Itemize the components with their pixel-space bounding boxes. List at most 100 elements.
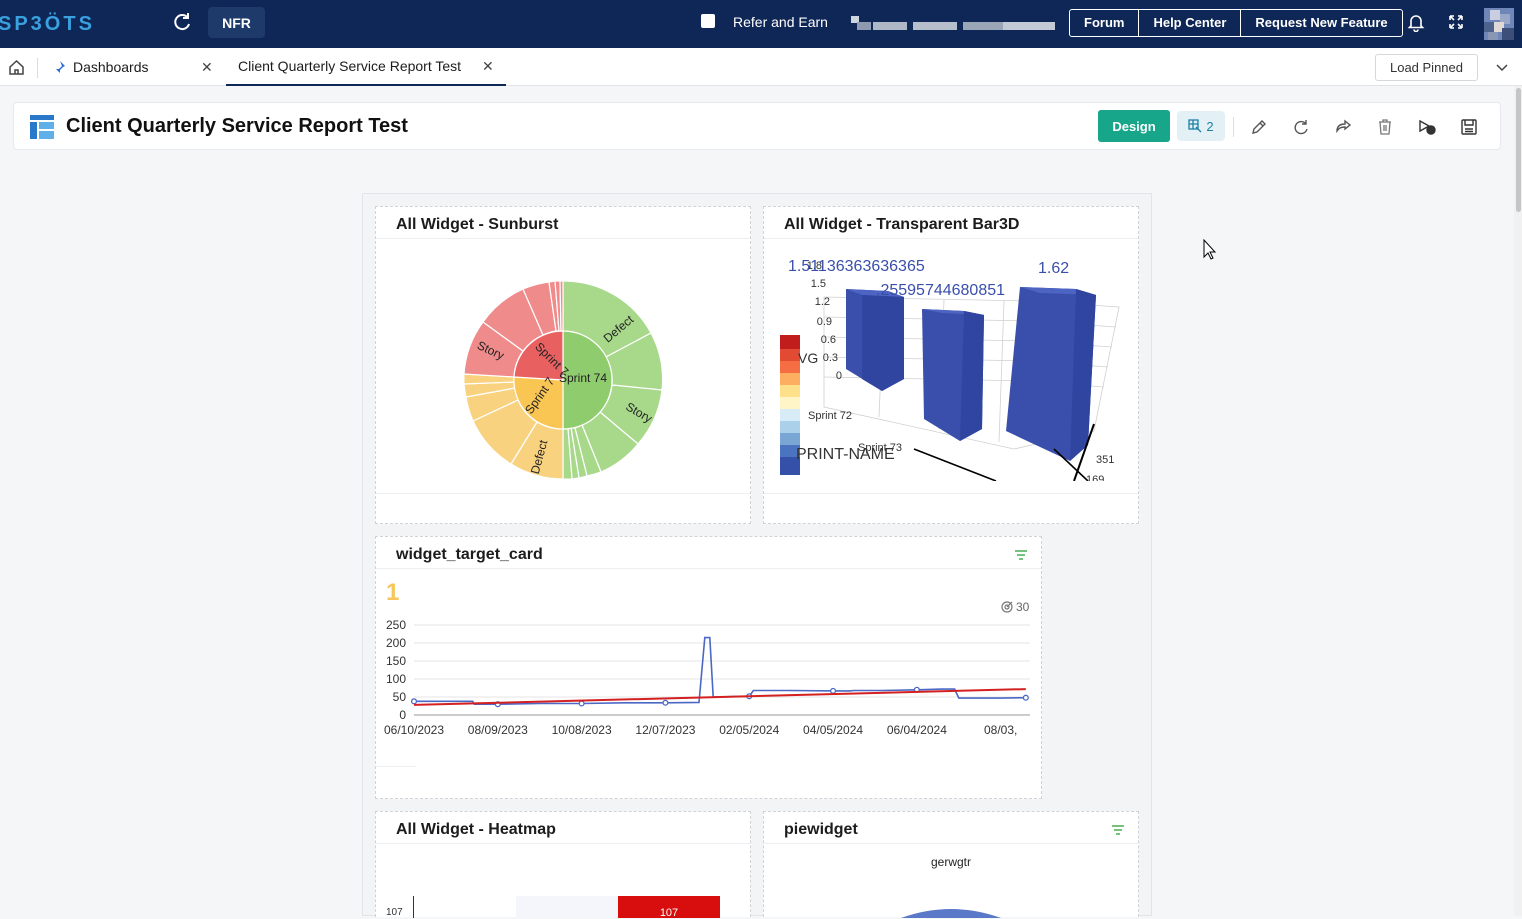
refer-and-earn-link[interactable]: Refer and Earn — [733, 14, 828, 30]
z-tick: 0.3 — [823, 352, 838, 364]
chevron-down-icon[interactable] — [1495, 60, 1509, 74]
bar3d-axis-tick: Sprint 73 — [858, 442, 902, 454]
sunburst-chart: Sprint 74 Sprint 7 Sprint 7 Defect Story… — [463, 280, 663, 480]
expand-icon[interactable] — [1447, 13, 1465, 31]
request-feature-link[interactable]: Request New Feature — [1255, 15, 1388, 30]
schedule-icon[interactable] — [1418, 118, 1436, 136]
widget-title: piewidget — [784, 821, 858, 838]
target-icon — [1001, 601, 1013, 613]
pie-chart-title: gerwgtr — [930, 855, 971, 869]
bar3d-value-label: .25595744680851 — [876, 282, 1005, 299]
filter-icon — [1188, 119, 1202, 133]
filter-count: 2 — [1206, 118, 1214, 134]
x-tick-label: 08/03, — [984, 723, 1017, 737]
tab-label: Dashboards — [73, 59, 149, 75]
z-tick: 1.5 — [811, 278, 826, 290]
close-tab-icon[interactable]: ✕ — [201, 58, 213, 75]
x-tick-label: 12/07/2023 — [635, 723, 695, 737]
env-badge[interactable]: NFR — [208, 7, 265, 38]
z-tick: 1.8 — [807, 260, 822, 272]
bar3d-axis-title: VG — [798, 350, 818, 366]
bar3d-value-label: 1.51136363636365 — [788, 258, 925, 275]
widget-divider — [764, 493, 1138, 494]
home-icon[interactable] — [8, 59, 25, 76]
bar3d-axis-tick: 169 — [1086, 474, 1104, 481]
bell-icon[interactable] — [1406, 12, 1426, 32]
bar3d-axis-tick: 351 — [1096, 454, 1114, 466]
sunburst-sprint-72[interactable] — [513, 330, 564, 381]
gift-icon[interactable] — [701, 14, 715, 28]
widget-pie[interactable]: piewidget gerwgtr — [763, 811, 1139, 918]
bar3d-z-ticks: 1.8 1.5 1.2 0.9 0.6 0.3 0 — [807, 260, 842, 382]
x-tick-label: 10/08/2023 — [552, 723, 612, 737]
edit-icon[interactable] — [1250, 118, 1268, 136]
close-tab-icon[interactable]: ✕ — [482, 57, 494, 74]
refresh-icon[interactable] — [170, 10, 194, 34]
sunburst-segment[interactable] — [559, 280, 564, 332]
avatar[interactable] — [1484, 8, 1514, 40]
widget-title: All Widget - Sunburst — [396, 216, 559, 233]
design-button[interactable]: Design — [1098, 110, 1170, 142]
heatmap-cell[interactable] — [516, 896, 619, 918]
widget-title: All Widget - Heatmap — [396, 821, 556, 838]
tab-label: Client Quarterly Service Report Test — [238, 58, 462, 74]
sunburst-label: Sprint 74 — [559, 371, 607, 385]
tab-separator — [37, 58, 38, 78]
data-point[interactable] — [829, 687, 837, 694]
bar3d-color-legend — [780, 335, 800, 475]
load-pinned-button[interactable]: Load Pinned — [1375, 54, 1478, 81]
bar3d-chart: 1.8 1.5 1.2 0.9 0.6 0.3 0 — [780, 258, 1120, 481]
x-tick-label: 06/10/2023 — [384, 723, 444, 737]
data-point[interactable] — [1022, 694, 1029, 701]
bar3d-axis — [913, 448, 1089, 481]
save-icon[interactable] — [1460, 118, 1478, 136]
bar3d-bar-2[interactable] — [922, 309, 984, 441]
data-point[interactable] — [662, 699, 669, 706]
logo-text: SP3ÖTS — [0, 12, 95, 35]
bar3d-axis — [1073, 423, 1095, 481]
spbots-logo[interactable]: SP3ÖTS — [0, 10, 130, 36]
share-icon[interactable] — [1334, 118, 1352, 136]
bar3d-bar-3[interactable] — [1006, 287, 1096, 461]
bar3d-bar-1[interactable] — [846, 289, 904, 391]
pie-chart — [901, 909, 1001, 918]
target-indicator: 30 — [1001, 600, 1029, 614]
x-tick-label: 06/04/2024 — [887, 723, 947, 737]
y-tick-label: 0 — [399, 708, 406, 722]
widget-divider — [376, 568, 1041, 569]
sunburst-outer-ring — [463, 280, 663, 480]
widget-bar3d[interactable]: All Widget - Transparent Bar3D — [763, 206, 1139, 524]
help-center-link[interactable]: Help Center — [1139, 10, 1242, 36]
mouse-cursor — [1203, 239, 1217, 260]
widget-sunburst[interactable]: All Widget - Sunburst — [375, 206, 751, 524]
tab-dashboards[interactable]: Dashboards ✕ — [52, 48, 222, 86]
y-tick-label: 200 — [386, 636, 406, 650]
filter-icon[interactable] — [1014, 549, 1028, 561]
filter-count-button[interactable]: 2 — [1177, 111, 1225, 141]
dashboard-canvas: All Widget - Sunburst — [362, 193, 1152, 919]
heatmap-y-axis — [413, 896, 414, 918]
tab-bar: Dashboards ✕ Client Quarterly Service Re… — [0, 48, 1522, 86]
widget-divider — [376, 238, 750, 239]
forum-link[interactable]: Forum — [1070, 10, 1140, 36]
sunburst-sprint-74[interactable] — [562, 330, 613, 430]
widget-target-card[interactable]: widget_target_card 1 30 0 50 100 150 200 250 0… — [375, 536, 1042, 799]
z-tick: 0.6 — [821, 334, 836, 346]
toolbar-separator — [1233, 117, 1234, 137]
page-scrollbar-thumb[interactable] — [1516, 88, 1521, 212]
tab-client-report[interactable]: Client Quarterly Service Report Test ✕ — [226, 48, 506, 86]
sunburst-inner-ring — [513, 330, 613, 430]
filter-icon[interactable] — [1111, 824, 1125, 836]
top-links-group: Forum Help Center Request New Feature — [1069, 9, 1403, 37]
x-tick-label: 08/09/2023 — [468, 723, 528, 737]
bar3d-value-label: 1.62 — [1038, 260, 1069, 277]
trend-line — [413, 688, 1026, 706]
delete-icon[interactable] — [1376, 118, 1394, 136]
page-scrollbar[interactable] — [1514, 86, 1522, 916]
data-point[interactable] — [578, 700, 585, 707]
heatmap-cell[interactable]: 107 — [618, 896, 720, 919]
data-point[interactable] — [410, 698, 418, 705]
refresh-icon[interactable] — [1292, 118, 1310, 136]
widget-heatmap[interactable]: All Widget - Heatmap 107 107 — [375, 811, 751, 919]
pie-slice[interactable] — [901, 909, 1001, 918]
